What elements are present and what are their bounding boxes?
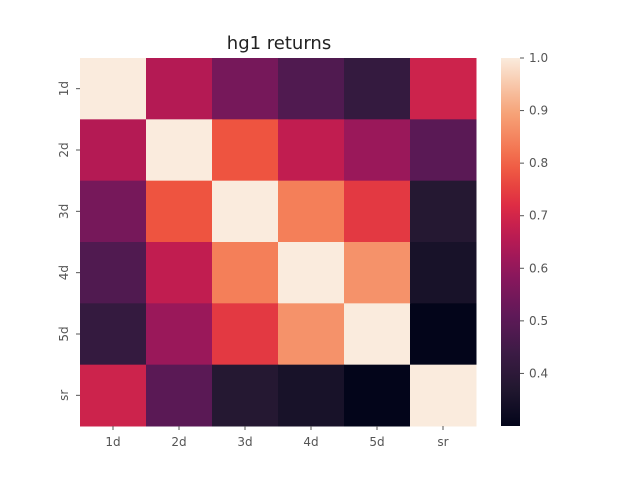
x-axis: 1d 2d 3d 4d 5d sr — [105, 426, 449, 449]
x-tick-label: sr — [437, 435, 448, 449]
heatmap-cell-2d-5d — [344, 119, 411, 182]
colorbar-tick-label: 0.8 — [529, 156, 548, 170]
y-tick-label: 5d — [57, 326, 71, 341]
heatmap-cell-3d-2d — [146, 180, 213, 243]
colorbar-tick-label: 0.4 — [529, 366, 548, 380]
heatmap-cell-2d-2d — [146, 119, 213, 182]
heatmap-cell-sr-2d — [146, 364, 213, 427]
heatmap-cell-1d-sr — [410, 58, 477, 120]
heatmap-cell-1d-5d — [344, 58, 411, 120]
heatmap-cell-sr-sr — [410, 364, 477, 427]
heatmap-cell-1d-2d — [146, 58, 213, 120]
y-tick-label: 3d — [57, 204, 71, 219]
heatmap-cell-3d-5d — [344, 180, 411, 243]
heatmap-cell-5d-3d — [212, 303, 279, 366]
y-tick-label: 2d — [57, 142, 71, 157]
heatmap-cell-5d-sr — [410, 303, 477, 366]
heatmap-cell-4d-5d — [344, 242, 411, 304]
x-tick-label: 4d — [303, 435, 318, 449]
y-axis: 1d 2d 3d 4d 5d sr — [57, 81, 80, 401]
heatmap-cell-2d-4d — [278, 119, 345, 182]
heatmap-cell-5d-5d — [344, 303, 411, 366]
chart-title: hg1 returns — [227, 33, 331, 54]
heatmap-cell-sr-4d — [278, 364, 345, 427]
heatmap-cell-sr-1d — [80, 364, 147, 427]
heatmap-cell-4d-1d — [80, 242, 147, 304]
y-tick-label: sr — [57, 390, 71, 401]
x-tick-label: 3d — [237, 435, 252, 449]
colorbar — [501, 58, 520, 426]
colorbar-tick-label: 0.9 — [529, 104, 548, 118]
heatmap-cell-4d-2d — [146, 242, 213, 304]
y-tick-label: 4d — [57, 265, 71, 280]
heatmap-cell-3d-3d — [212, 180, 279, 243]
heatmap-cells — [80, 58, 477, 427]
heatmap-cell-3d-4d — [278, 180, 345, 243]
heatmap-cell-2d-1d — [80, 119, 147, 182]
x-tick-label: 1d — [105, 435, 120, 449]
heatmap-cell-sr-3d — [212, 364, 279, 427]
heatmap-cell-1d-3d — [212, 58, 279, 120]
y-tick-label: 1d — [57, 81, 71, 96]
heatmap-cell-4d-4d — [278, 242, 345, 304]
x-tick-label: 5d — [369, 435, 384, 449]
heatmap-cell-5d-2d — [146, 303, 213, 366]
colorbar-tick-label: 0.6 — [529, 261, 548, 275]
heatmap-cell-5d-4d — [278, 303, 345, 366]
heatmap-cell-4d-3d — [212, 242, 279, 304]
heatmap-cell-4d-sr — [410, 242, 477, 304]
heatmap-cell-3d-sr — [410, 180, 477, 243]
heatmap-cell-1d-1d — [80, 58, 147, 120]
heatmap-cell-5d-1d — [80, 303, 147, 366]
heatmap-cell-1d-4d — [278, 58, 345, 120]
heatmap-cell-2d-3d — [212, 119, 279, 182]
colorbar-tick-label: 0.7 — [529, 209, 548, 223]
heatmap-cell-2d-sr — [410, 119, 477, 182]
heatmap-cell-3d-1d — [80, 180, 147, 243]
colorbar-axis: 0.4 0.5 0.6 0.7 0.8 0.9 1.0 — [520, 51, 548, 380]
colorbar-tick-label: 1.0 — [529, 51, 548, 65]
colorbar-tick-label: 0.5 — [529, 314, 548, 328]
x-tick-label: 2d — [171, 435, 186, 449]
heatmap-cell-sr-5d — [344, 364, 411, 427]
